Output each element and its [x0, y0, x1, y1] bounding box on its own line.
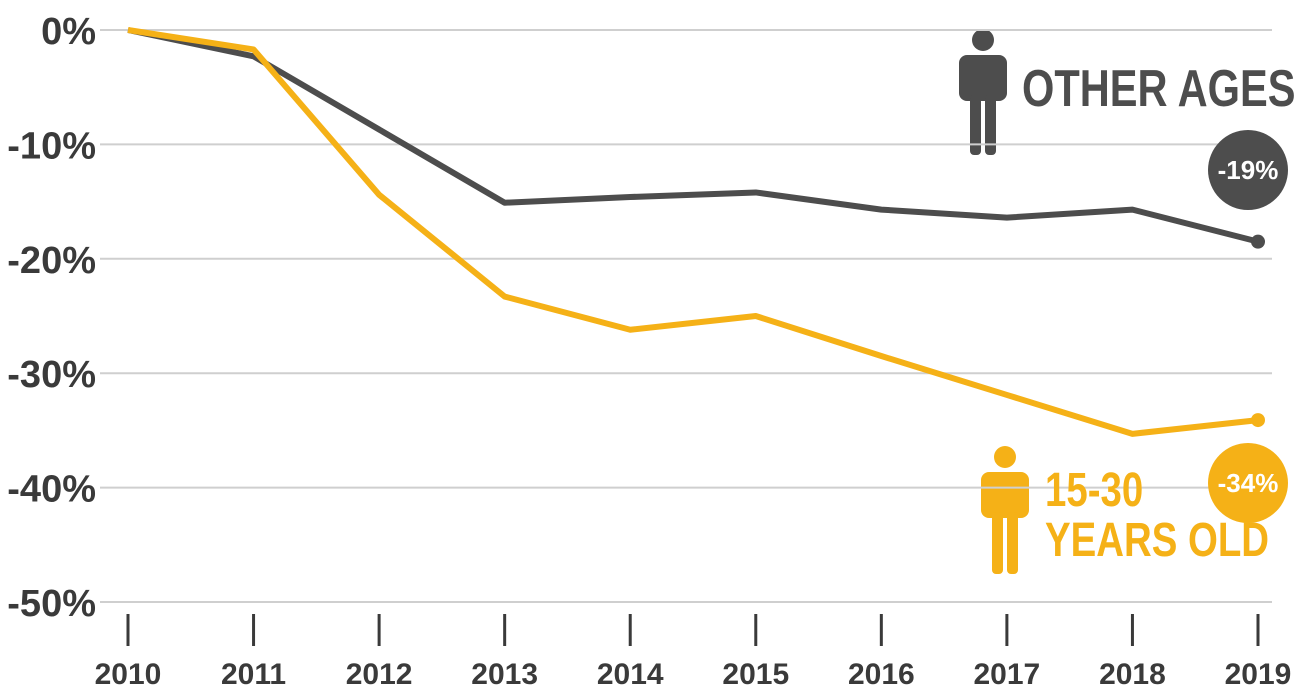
x-tick-label: 2017 — [974, 658, 1041, 691]
y-tick-label: -30% — [7, 354, 96, 396]
x-tick-label: 2019 — [1225, 658, 1292, 691]
badge-label: -34% — [1218, 468, 1279, 498]
end-point — [1251, 234, 1265, 249]
series-label: 15-30 YEARS OLD — [1045, 464, 1270, 568]
y-tick-label: -40% — [7, 469, 96, 511]
x-tick-label: 2015 — [722, 658, 789, 691]
badge — [1208, 443, 1288, 523]
series-line — [127, 27, 1259, 437]
x-tick-label: 2012 — [346, 658, 413, 691]
person-icon-other — [959, 29, 1007, 155]
x-tick-label: 2014 — [597, 658, 664, 691]
badge-label: -19% — [1218, 155, 1279, 185]
person-icon-young — [981, 446, 1029, 574]
x-tick-label: 2016 — [848, 658, 915, 691]
y-tick-label: -20% — [7, 240, 96, 282]
y-tick-label: -50% — [7, 583, 96, 625]
series-label: OTHER AGES — [1022, 60, 1296, 118]
y-tick-label: 0% — [41, 11, 96, 53]
x-tick-label: 2010 — [95, 658, 162, 691]
end-point — [1251, 413, 1265, 428]
x-tick-label: 2011 — [221, 658, 286, 691]
x-tick-label: 2013 — [471, 658, 538, 691]
y-tick-label: -10% — [7, 125, 96, 167]
series-line — [127, 27, 1259, 245]
x-tick-label: 2018 — [1099, 658, 1166, 691]
badge — [1208, 130, 1288, 210]
